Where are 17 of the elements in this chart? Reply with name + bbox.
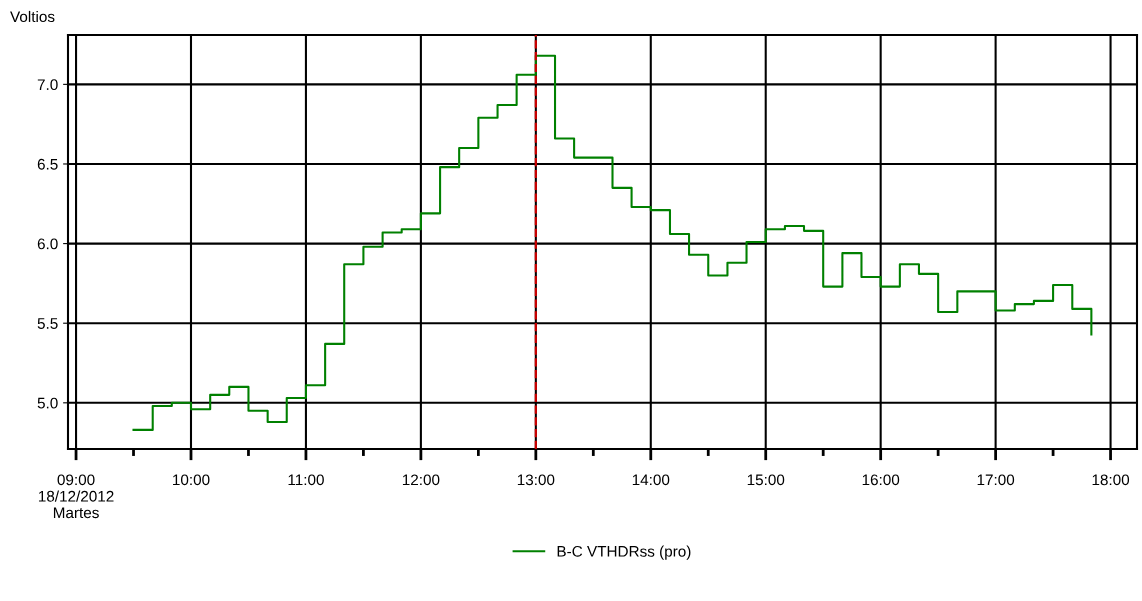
x-tick-label: 13:00 [517,474,555,486]
y-axis-title: Voltios [10,10,55,23]
x-tick-label: 16:00 [862,474,900,486]
x-tick-label: 18:00 [1092,474,1130,486]
x-tick-label: 15:00 [747,474,785,486]
x-tick-label: 14:00 [632,474,670,486]
x-tick-label: 11:00 [288,474,324,486]
y-tick-label: 5.0 [37,397,58,409]
y-tick-label: 6.5 [37,158,58,170]
y-tick-label: 6.0 [37,238,58,250]
x-tick-label: 17:00 [977,474,1015,486]
x-tick-label: 09:00 18/12/2012 Martes [38,474,114,519]
y-tick-label: 5.5 [37,318,58,329]
legend-label: B-C VTHDRss (pro) [557,545,691,560]
y-tick-label: 7.0 [37,79,58,91]
x-tick-label: 10:00 [173,474,210,486]
x-tick-label: 12:00 [402,474,440,486]
